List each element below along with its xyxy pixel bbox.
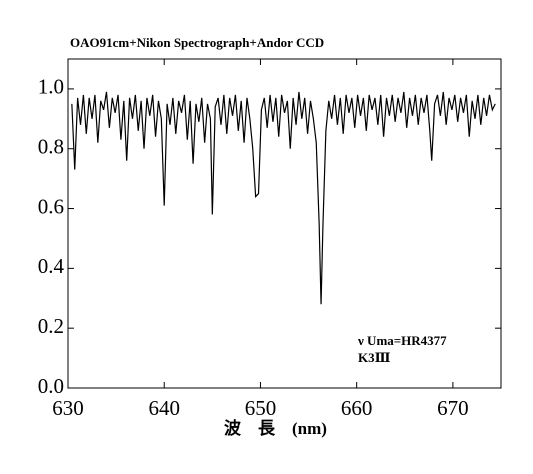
spectrum-line [71, 91, 496, 305]
x-tick-label: 660 [341, 396, 373, 420]
annotation: ν Uma=HR4377 [357, 333, 447, 348]
y-tick-label: 0.4 [38, 254, 65, 278]
annotation: K3Ⅲ [358, 350, 391, 365]
y-tick-label: 0.6 [38, 194, 64, 218]
y-tick-label: 0.0 [38, 374, 64, 398]
x-tick-label: 630 [52, 396, 84, 420]
x-axis-label: 波 長 (nm) [224, 418, 327, 438]
y-tick-label: 1.0 [38, 75, 64, 99]
x-tick-label: 670 [437, 396, 469, 420]
x-tick-label: 650 [245, 396, 277, 420]
y-tick-label: 0.2 [38, 314, 64, 338]
chart-title: OAO91cm+Nikon Spectrograph+Andor CCD [70, 35, 324, 50]
x-tick-label: 640 [148, 396, 180, 420]
plot-frame [67, 58, 502, 389]
y-tick-label: 0.8 [38, 135, 64, 159]
